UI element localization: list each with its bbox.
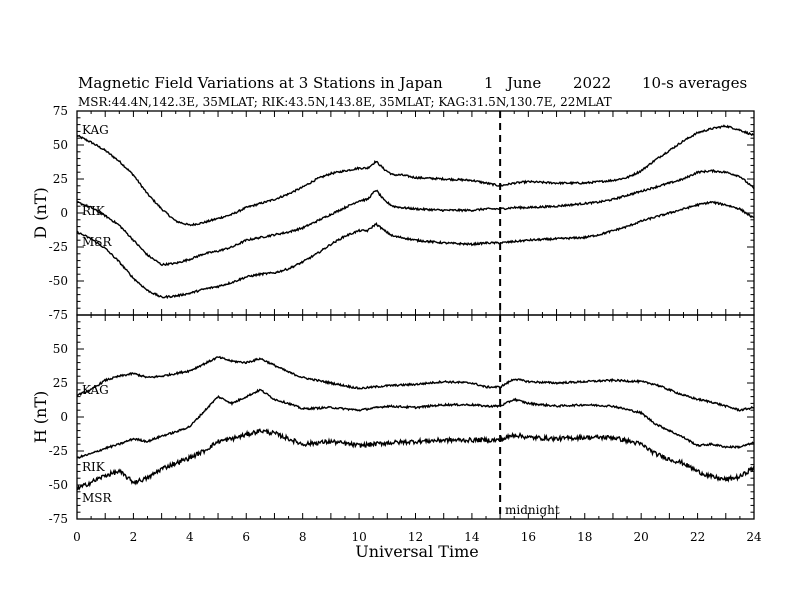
x-tick-label: 0 bbox=[73, 530, 81, 544]
y-tick-label: -50 bbox=[49, 274, 68, 288]
y-tick-label: -25 bbox=[49, 444, 68, 458]
x-tick-label: 16 bbox=[521, 530, 536, 544]
y-tick-label: 0 bbox=[60, 206, 68, 220]
chart-title: Magnetic Field Variations at 3 Stations … bbox=[78, 74, 443, 92]
x-tick-label: 20 bbox=[634, 530, 649, 544]
h-panel-rik-trace bbox=[76, 388, 755, 460]
midnight-label: midnight bbox=[505, 503, 560, 517]
date-month: June bbox=[505, 74, 541, 92]
d-panel-rik-label: RIK bbox=[82, 204, 106, 218]
x-tick-label: 6 bbox=[242, 530, 250, 544]
h-panel-msr-trace bbox=[76, 428, 755, 491]
h-panel-y-axis-label: H (nT) bbox=[31, 391, 50, 444]
y-tick-label: -75 bbox=[49, 512, 68, 526]
h-panel-kag-trace bbox=[76, 355, 755, 412]
h-panel-rik-label: RIK bbox=[82, 460, 106, 474]
x-tick-label: 12 bbox=[408, 530, 423, 544]
x-tick-label: 8 bbox=[299, 530, 307, 544]
y-tick-label: 50 bbox=[53, 138, 68, 152]
date-day: 1 bbox=[484, 74, 494, 92]
y-tick-label: 25 bbox=[53, 172, 68, 186]
d-panel-y-axis-label: D (nT) bbox=[31, 187, 50, 238]
stations-subtitle: MSR:44.4N,142.3E, 35MLAT; RIK:43.5N,143.… bbox=[78, 95, 612, 109]
y-tick-label: -75 bbox=[49, 308, 68, 322]
h-panel-msr-label: MSR bbox=[82, 491, 113, 505]
y-tick-label: 75 bbox=[53, 104, 68, 118]
x-tick-label: 18 bbox=[577, 530, 592, 544]
date-year: 2022 bbox=[573, 74, 611, 92]
x-tick-label: 2 bbox=[130, 530, 138, 544]
x-tick-label: 24 bbox=[746, 530, 762, 544]
x-tick-label: 10 bbox=[351, 530, 366, 544]
y-tick-label: 25 bbox=[53, 376, 68, 390]
d-panel-frame bbox=[76, 110, 755, 316]
h-panel-frame bbox=[76, 314, 755, 520]
d-panel-msr-trace bbox=[76, 200, 755, 300]
y-tick-label: -25 bbox=[49, 240, 68, 254]
x-tick-label: 14 bbox=[464, 530, 480, 544]
x-tick-label: 22 bbox=[690, 530, 705, 544]
y-tick-label: 0 bbox=[60, 410, 68, 424]
d-panel-kag-trace bbox=[76, 124, 755, 227]
d-panel-rik-trace bbox=[76, 168, 755, 267]
d-panel-kag-label: KAG bbox=[82, 123, 109, 137]
x-tick-label: 4 bbox=[186, 530, 194, 544]
y-tick-label: -50 bbox=[49, 478, 68, 492]
x-axis-label: Universal Time bbox=[355, 542, 478, 561]
h-panel-kag-label: KAG bbox=[82, 383, 109, 397]
averaging-note: 10-s averages bbox=[642, 74, 747, 92]
data-layer bbox=[76, 124, 755, 491]
y-tick-label: 50 bbox=[53, 342, 68, 356]
